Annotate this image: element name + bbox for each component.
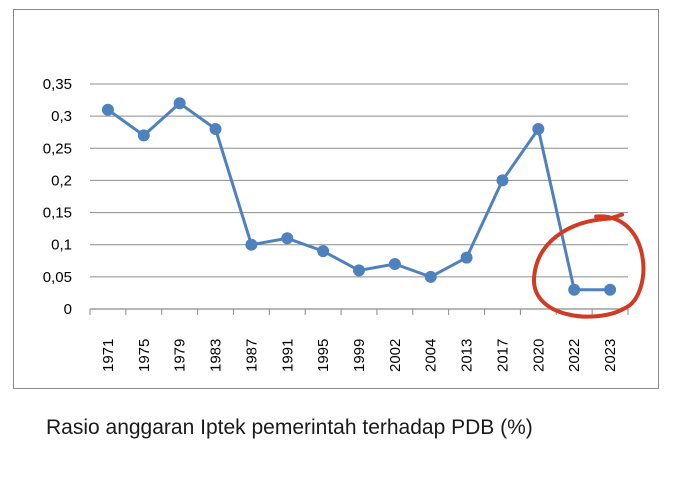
data-point-2020 [532, 123, 545, 135]
data-point-1999 [353, 264, 365, 277]
data-point-1995 [317, 245, 330, 258]
x-tick-label-2023: 2023 [602, 339, 619, 372]
series-layer [101, 97, 617, 296]
y-tick-label-0: 0 [64, 301, 72, 318]
y-tick-label-3: 0,15 [43, 205, 72, 222]
data-point-2022 [568, 283, 581, 296]
x-tick-label-2002: 2002 [387, 339, 404, 372]
data-point-2002 [388, 258, 401, 270]
y-tick-label-1: 0,05 [43, 269, 72, 286]
data-point-1987 [245, 238, 258, 251]
x-tick-label-2020: 2020 [530, 339, 547, 372]
data-point-2023 [604, 283, 617, 296]
line-chart: 00,050,10,150,20,250,30,35 1971 1975 1979 1… [43, 76, 646, 372]
chart-caption: Rasio anggaran Iptek pemerintah terhadap… [46, 416, 533, 439]
x-tick-label-2013: 2013 [459, 339, 476, 372]
annotation-layer [532, 212, 646, 319]
data-point-1979 [173, 97, 186, 110]
x-axis-tick-marks [89, 309, 629, 315]
x-tick-label-1979: 1979 [172, 339, 189, 372]
x-tick-label-2022: 2022 [566, 339, 583, 372]
grid-lines [90, 83, 628, 310]
y-tick-label-4: 0,2 [51, 172, 72, 189]
x-tick-label-2017: 2017 [494, 339, 511, 372]
data-point-2017 [496, 174, 509, 187]
data-point-1983 [209, 123, 222, 135]
x-tick-label-1983: 1983 [208, 339, 225, 372]
data-point-2013 [460, 251, 473, 264]
x-tick-label-2004: 2004 [423, 339, 440, 372]
y-tick-label-6: 0,3 [51, 108, 72, 125]
x-tick-label-1995: 1995 [315, 339, 332, 372]
y-tick-label-7: 0,35 [43, 76, 72, 93]
chart-frame [13, 9, 659, 389]
data-point-1975 [137, 129, 150, 142]
y-tick-label-5: 0,25 [43, 140, 72, 157]
x-tick-label-1999: 1999 [351, 339, 368, 372]
data-point-1971 [101, 103, 114, 116]
x-axis-tick-labels: 1971 1975 1979 1983 1987 1991 1995 1999 2002 2004… [100, 339, 619, 372]
x-tick-label-1971: 1971 [100, 339, 117, 372]
y-tick-label-2: 0,1 [51, 237, 72, 254]
data-point-1991 [281, 232, 294, 245]
y-axis-tick-labels: 0 0,05 0,1 0,15 0,2 0,25 0,3 0,35 [43, 76, 72, 318]
x-tick-label-1975: 1975 [136, 339, 153, 372]
x-tick-label-1987: 1987 [243, 339, 260, 372]
x-tick-label-1991: 1991 [279, 339, 296, 372]
highlight-circle [532, 212, 646, 319]
data-point-2004 [424, 270, 437, 283]
